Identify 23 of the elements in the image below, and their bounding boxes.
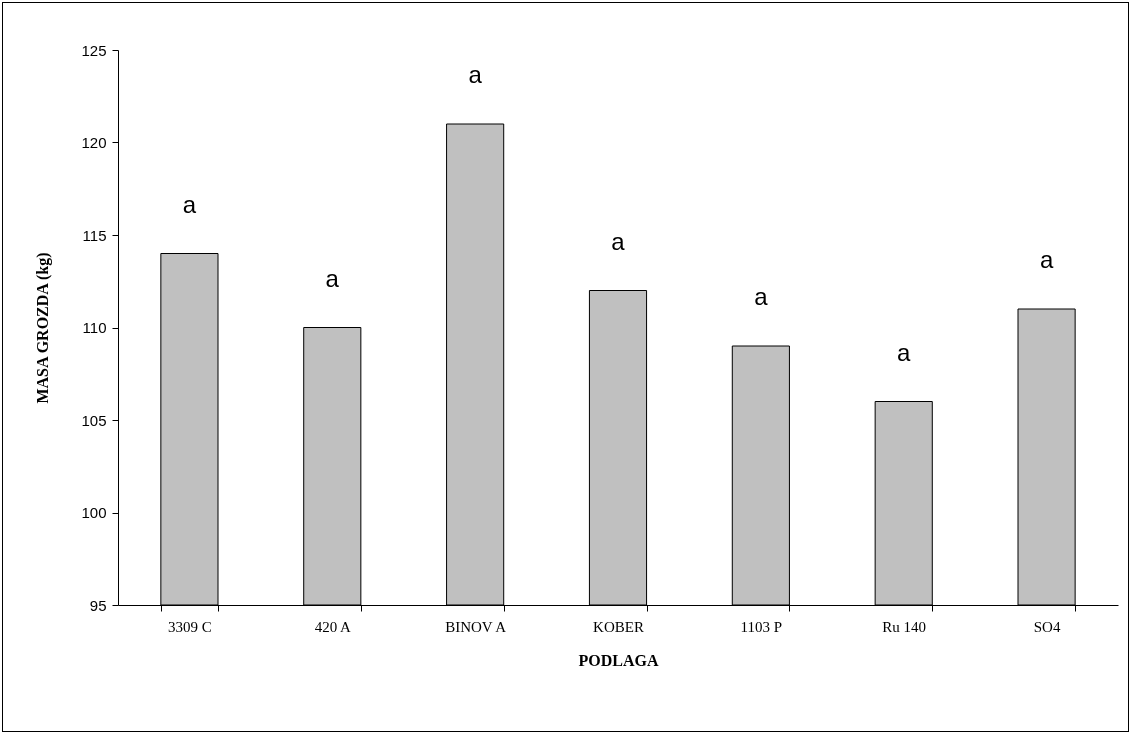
- annotation: a: [897, 338, 912, 366]
- annotation: a: [468, 61, 483, 88]
- x-tick-label: 1103 P: [740, 618, 783, 635]
- y-tick-label: 105: [81, 411, 107, 429]
- y-tick-label: 115: [82, 226, 107, 244]
- x-tick-label: KOBER: [593, 618, 644, 635]
- x-tick-label: SO4: [1033, 618, 1061, 635]
- y-axis-title: MASA GROZDA (kg): [34, 252, 53, 404]
- x-tick-label: 420 A: [314, 618, 352, 635]
- x-tick-label: Ru 140: [882, 618, 927, 635]
- y-tick-label: 120: [81, 134, 107, 151]
- x-tick-label: BINOV A: [445, 618, 507, 635]
- annotation: a: [325, 264, 340, 292]
- x-tick-label: 3309 C: [168, 618, 212, 635]
- y-tick-label: 110: [82, 319, 107, 336]
- annotation: a: [611, 227, 626, 255]
- annotation: a: [1039, 246, 1054, 273]
- y-tick-label: 95: [89, 596, 107, 614]
- x-axis-title: PODLAGA: [578, 651, 659, 669]
- annotation: a: [182, 190, 197, 218]
- y-tick-label: 100: [81, 504, 107, 521]
- annotation: a: [754, 283, 769, 310]
- y-tick-label: 125: [81, 41, 107, 59]
